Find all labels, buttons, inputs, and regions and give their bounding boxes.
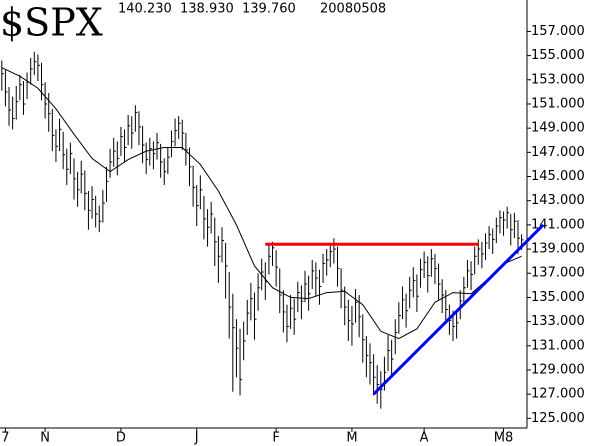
y-tick-label: 147.000 xyxy=(531,145,585,160)
x-tick-label: 7 xyxy=(1,431,9,446)
y-tick-label: 127.000 xyxy=(531,387,585,402)
x-tick-label: J xyxy=(194,431,199,446)
header-close: 139.760 xyxy=(242,2,296,17)
x-tick-label: A xyxy=(420,431,429,446)
y-tick-label: 135.000 xyxy=(531,290,585,305)
y-tick-label: 151.000 xyxy=(531,96,585,111)
x-tick-label: F xyxy=(272,431,279,446)
y-tick-label: 125.000 xyxy=(531,411,585,426)
header-date: 20080508 xyxy=(320,2,386,17)
header-low: 138.930 xyxy=(180,2,234,17)
y-tick-label: 137.000 xyxy=(531,266,585,281)
y-tick-label: 157.000 xyxy=(531,24,585,39)
x-tick-label: D xyxy=(116,431,126,446)
y-tick-label: 155.000 xyxy=(531,48,585,63)
y-tick-label: 141.000 xyxy=(531,217,585,232)
trend-line xyxy=(372,223,545,396)
x-tick-label: M8 xyxy=(494,431,514,446)
header-high: 140.230 xyxy=(118,2,172,17)
y-tick-label: 131.000 xyxy=(531,338,585,353)
y-tick-label: 149.000 xyxy=(531,121,585,136)
y-tick-label: 143.000 xyxy=(531,193,585,208)
y-tick-label: 139.000 xyxy=(531,242,585,257)
moving-average xyxy=(1,67,522,340)
y-tick-label: 145.000 xyxy=(531,169,585,184)
y-tick-label: 129.000 xyxy=(531,362,585,377)
y-tick-label: 153.000 xyxy=(531,72,585,87)
x-tick-label: M xyxy=(346,431,357,446)
x-tick-label: N xyxy=(40,431,50,446)
plot-layer xyxy=(1,51,524,409)
symbol-backdrop xyxy=(0,0,105,45)
symbol: $SPX xyxy=(0,1,103,45)
y-tick-label: 133.000 xyxy=(531,314,585,329)
